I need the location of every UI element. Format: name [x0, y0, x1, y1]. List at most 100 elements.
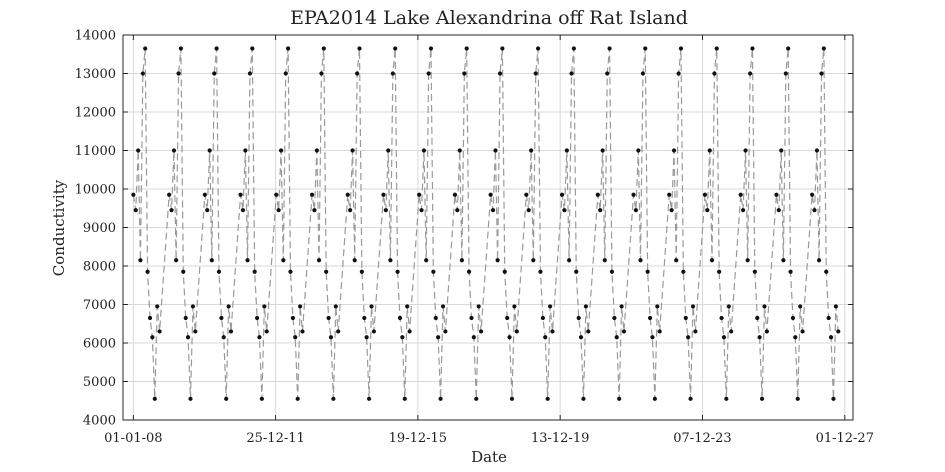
data-point: [431, 269, 436, 274]
data-point: [333, 304, 338, 309]
data-point: [274, 192, 279, 197]
data-point: [738, 192, 743, 197]
data-point: [548, 304, 553, 309]
data-point: [638, 258, 643, 263]
data-point: [505, 315, 510, 321]
data-point: [824, 269, 829, 274]
data-point: [243, 148, 248, 153]
data-point: [655, 304, 660, 309]
data-point: [288, 269, 293, 274]
data-point: [567, 258, 572, 263]
data-point: [621, 329, 627, 334]
data-point: [426, 71, 431, 76]
data-point: [221, 335, 226, 340]
data-point: [636, 148, 641, 153]
data-point: [507, 335, 512, 340]
data-point: [488, 192, 493, 197]
data-point: [617, 396, 622, 401]
data-point: [255, 315, 260, 321]
data-point: [348, 208, 353, 213]
y-tick-label: 6000: [83, 337, 116, 352]
data-point: [545, 396, 550, 401]
data-point: [495, 258, 500, 263]
data-point: [790, 315, 796, 321]
data-point: [578, 335, 584, 340]
data-point: [438, 396, 443, 401]
data-point: [764, 329, 769, 334]
data-point: [459, 258, 464, 263]
data-point: [324, 269, 329, 274]
data-point: [466, 269, 472, 274]
data-point: [524, 192, 529, 197]
x-tick-label: 19-12-15: [389, 431, 447, 446]
x-tick-label: 07-12-23: [673, 431, 731, 446]
data-point: [559, 192, 565, 197]
data-point: [390, 71, 395, 76]
data-point: [357, 46, 362, 51]
data-point: [245, 258, 250, 263]
data-point: [676, 71, 681, 76]
data-point: [833, 304, 838, 309]
data-point: [497, 71, 503, 76]
data-point: [471, 335, 476, 340]
data-point: [193, 329, 198, 334]
x-tick-label: 01-01-08: [104, 431, 162, 446]
data-point: [250, 46, 255, 51]
data-point: [509, 396, 515, 401]
data-point: [476, 304, 481, 309]
data-point: [826, 315, 831, 321]
data-point: [474, 396, 479, 401]
data-point: [535, 46, 541, 51]
data-point: [633, 208, 639, 213]
data-point: [285, 46, 291, 51]
data-point: [564, 148, 569, 153]
x-tick-label: 25-12-11: [246, 431, 304, 446]
chart-title: EPA2014 Lake Alexandrina off Rat Island: [290, 7, 688, 29]
data-point: [169, 208, 174, 213]
data-point: [586, 329, 591, 334]
data-point: [345, 192, 350, 197]
data-point: [174, 258, 179, 263]
data-point: [312, 208, 317, 213]
data-point: [705, 208, 710, 213]
data-point: [331, 396, 336, 401]
data-point: [369, 304, 374, 309]
data-point: [671, 148, 677, 153]
data-point: [336, 329, 341, 334]
data-point: [612, 315, 617, 321]
data-point: [512, 304, 517, 309]
data-point: [609, 269, 615, 274]
data-point: [321, 46, 326, 51]
y-tick-label: 8000: [83, 260, 116, 275]
data-point: [185, 335, 191, 340]
data-point: [741, 208, 746, 213]
data-point: [155, 304, 160, 309]
data-point: [402, 396, 407, 401]
data-point: [300, 329, 305, 334]
data-point: [600, 148, 605, 153]
data-point: [647, 315, 653, 321]
data-point: [228, 329, 234, 334]
data-point: [452, 192, 458, 197]
axis-ticks: [123, 34, 853, 421]
data-point: [819, 71, 824, 76]
data-point: [440, 304, 446, 309]
y-tick-label: 5000: [83, 375, 116, 390]
data-point: [224, 396, 229, 401]
data-point: [355, 71, 360, 76]
data-point: [469, 315, 474, 321]
data-point: [316, 258, 322, 263]
data-point: [540, 315, 545, 321]
x-tick-label: 13-12-19: [531, 431, 589, 446]
data-point: [759, 396, 765, 401]
data-point: [538, 269, 543, 274]
data-point: [240, 208, 246, 213]
data-point: [607, 46, 612, 51]
data-point: [686, 335, 691, 340]
data-point: [752, 269, 757, 274]
data-point: [631, 192, 636, 197]
data-point: [133, 208, 138, 213]
data-point: [421, 148, 427, 153]
series-conductivity: [131, 46, 841, 401]
